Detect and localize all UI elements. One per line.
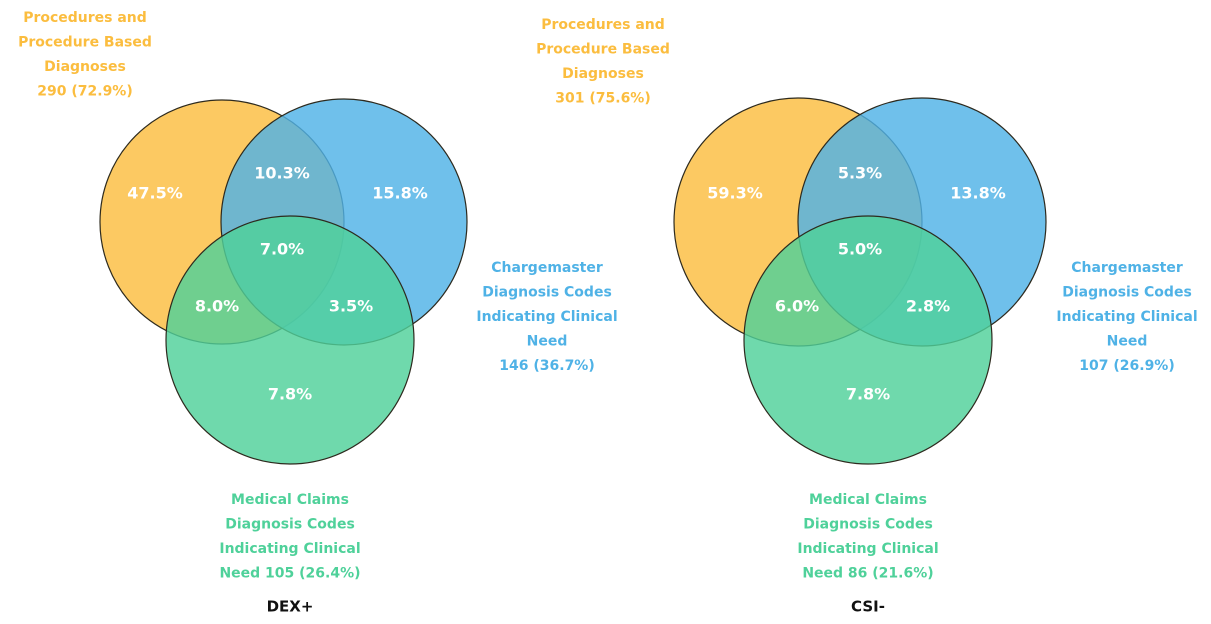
set-label: Need	[1107, 334, 1148, 350]
region-label: 15.8%	[372, 184, 428, 203]
venn	[99, 98, 468, 465]
set-circle	[743, 215, 993, 465]
region-label: 5.3%	[838, 164, 882, 183]
set-label: Need	[527, 334, 568, 350]
set-label: Need 105 (26.4%)	[219, 566, 360, 582]
region-label: 7.0%	[260, 240, 304, 259]
region-label: 13.8%	[950, 184, 1006, 203]
set-label: Diagnosis Codes	[1062, 285, 1192, 301]
region-label: 47.5%	[127, 184, 183, 203]
diagram-title: DEX+	[267, 598, 314, 616]
region-label: 59.3%	[707, 184, 763, 203]
set-label: Procedure Based	[536, 42, 670, 58]
set-circle	[165, 215, 415, 465]
set-label: Need 86 (21.6%)	[802, 566, 933, 582]
set-label: Medical Claims	[231, 492, 349, 508]
set-label: Indicating Clinical	[797, 541, 938, 557]
set-label: Procedure Based	[18, 35, 152, 51]
diagram-title: CSI-	[851, 598, 885, 616]
set-label: Medical Claims	[809, 492, 927, 508]
region-label: 6.0%	[775, 297, 819, 316]
set-label: Diagnosis Codes	[482, 285, 612, 301]
region-label: 3.5%	[329, 297, 373, 316]
set-label: 146 (36.7%)	[499, 358, 594, 374]
region-label: 7.8%	[846, 385, 890, 404]
set-label: 107 (26.9%)	[1079, 358, 1174, 374]
set-label: Chargemaster	[1071, 260, 1183, 276]
set-label: Procedures and	[541, 17, 665, 33]
set-label: Indicating Clinical	[1056, 309, 1197, 325]
region-label: 2.8%	[906, 297, 950, 316]
set-label: Chargemaster	[491, 260, 603, 276]
set-label: Diagnoses	[44, 59, 126, 75]
region-label: 8.0%	[195, 297, 239, 316]
set-label: Diagnoses	[562, 66, 644, 82]
region-label: 7.8%	[268, 385, 312, 404]
region-label: 5.0%	[838, 240, 882, 259]
set-label: Diagnosis Codes	[225, 517, 355, 533]
set-label: Indicating Clinical	[219, 541, 360, 557]
set-label: 290 (72.9%)	[37, 84, 132, 100]
set-label: Procedures and	[23, 10, 147, 26]
venn	[673, 97, 1047, 465]
region-label: 10.3%	[254, 164, 310, 183]
set-label: Diagnosis Codes	[803, 517, 933, 533]
set-label: 301 (75.6%)	[555, 91, 650, 107]
set-label: Indicating Clinical	[476, 309, 617, 325]
